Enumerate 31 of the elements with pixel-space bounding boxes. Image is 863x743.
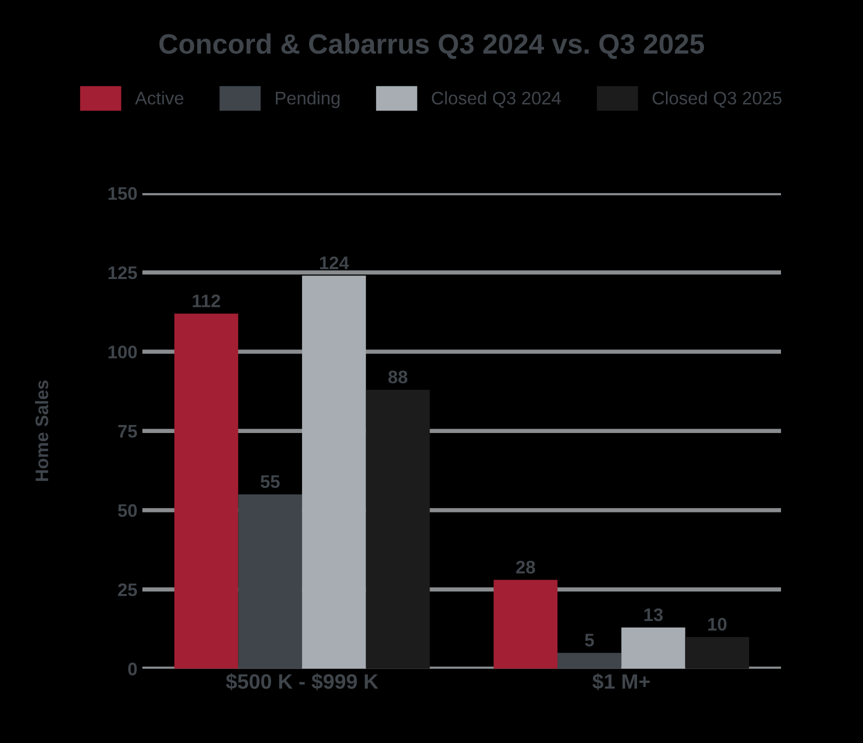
y-tick-label: 100: [108, 346, 137, 358]
y-tick-label: 25: [118, 583, 138, 596]
bar: [366, 390, 430, 669]
data-label: 28: [516, 560, 536, 574]
bar: [558, 652, 622, 669]
legend-label: Pending: [276, 91, 340, 108]
y-tick-label: 150: [108, 187, 137, 200]
y-axis-title: Home Sales: [35, 380, 48, 481]
data-label: 112: [192, 294, 220, 308]
legend-label: Closed Q3 2024: [432, 91, 561, 108]
y-tick-label: 75: [118, 425, 138, 438]
bar: [685, 637, 750, 669]
data-label: 88: [388, 370, 408, 384]
x-tick-label: $1 M+: [592, 673, 650, 690]
data-label: 10: [708, 618, 726, 631]
data-label: 5: [584, 634, 594, 647]
y-tick-label: 125: [108, 266, 138, 280]
y-tick-label: 50: [118, 504, 137, 517]
data-label: 55: [260, 475, 280, 488]
legend-label: Closed Q3 2025: [652, 91, 782, 108]
chart-title: Concord & Cabarrus Q3 2024 vs. Q3 2025: [159, 33, 704, 60]
x-tick-label: $500 K - $999 K: [226, 673, 378, 690]
bar: [302, 276, 366, 669]
bar: [238, 494, 302, 669]
y-tick-label: 0: [128, 662, 137, 676]
legend-label: Active: [135, 91, 184, 105]
data-label: 13: [644, 608, 663, 622]
bar: [621, 627, 686, 669]
bar: [174, 314, 238, 669]
bar: [494, 580, 558, 669]
data-label: 124: [320, 256, 349, 270]
